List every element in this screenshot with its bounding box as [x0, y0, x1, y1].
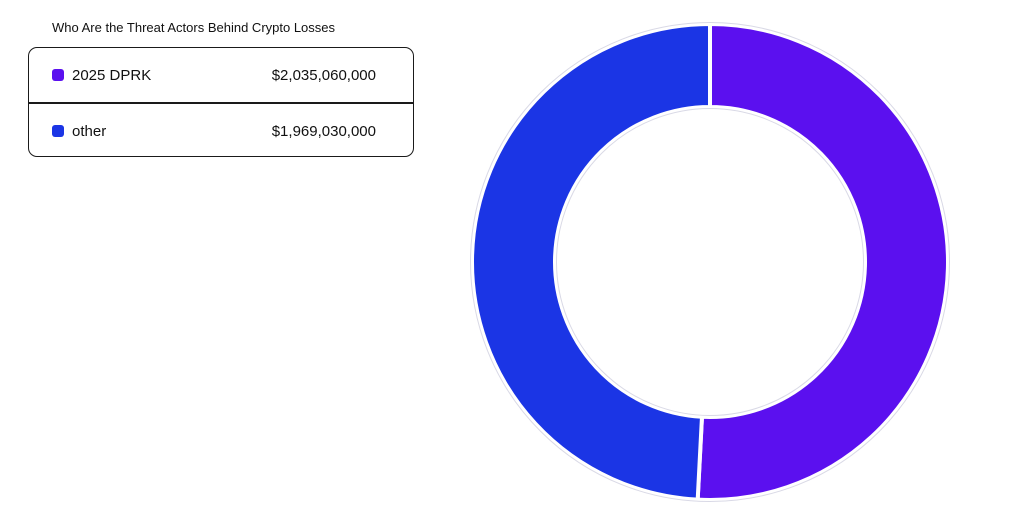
chart-title: Who Are the Threat Actors Behind Crypto …	[52, 20, 336, 35]
legend-label-other: other	[72, 122, 107, 140]
legend-divider	[29, 102, 413, 104]
legend-item-other[interactable]: other $1,969,030,000	[29, 104, 413, 158]
legend: 2025 DPRK $2,035,060,000 other $1,969,03…	[28, 47, 414, 157]
legend-item-dprk[interactable]: 2025 DPRK $2,035,060,000	[29, 48, 413, 102]
legend-value-other: $1,969,030,000	[271, 122, 376, 140]
donut-outer-outline	[470, 22, 950, 502]
donut-inner-outline	[556, 108, 864, 416]
donut-chart	[460, 10, 960, 515]
legend-swatch-other	[52, 125, 64, 137]
donut-svg	[470, 22, 950, 502]
legend-swatch-dprk	[52, 69, 64, 81]
legend-label-dprk: 2025 DPRK	[72, 66, 152, 84]
donut-slice-dprk[interactable]	[695, 22, 950, 502]
legend-value-dprk: $2,035,060,000	[271, 66, 376, 84]
donut-slice-other[interactable]	[470, 22, 712, 502]
